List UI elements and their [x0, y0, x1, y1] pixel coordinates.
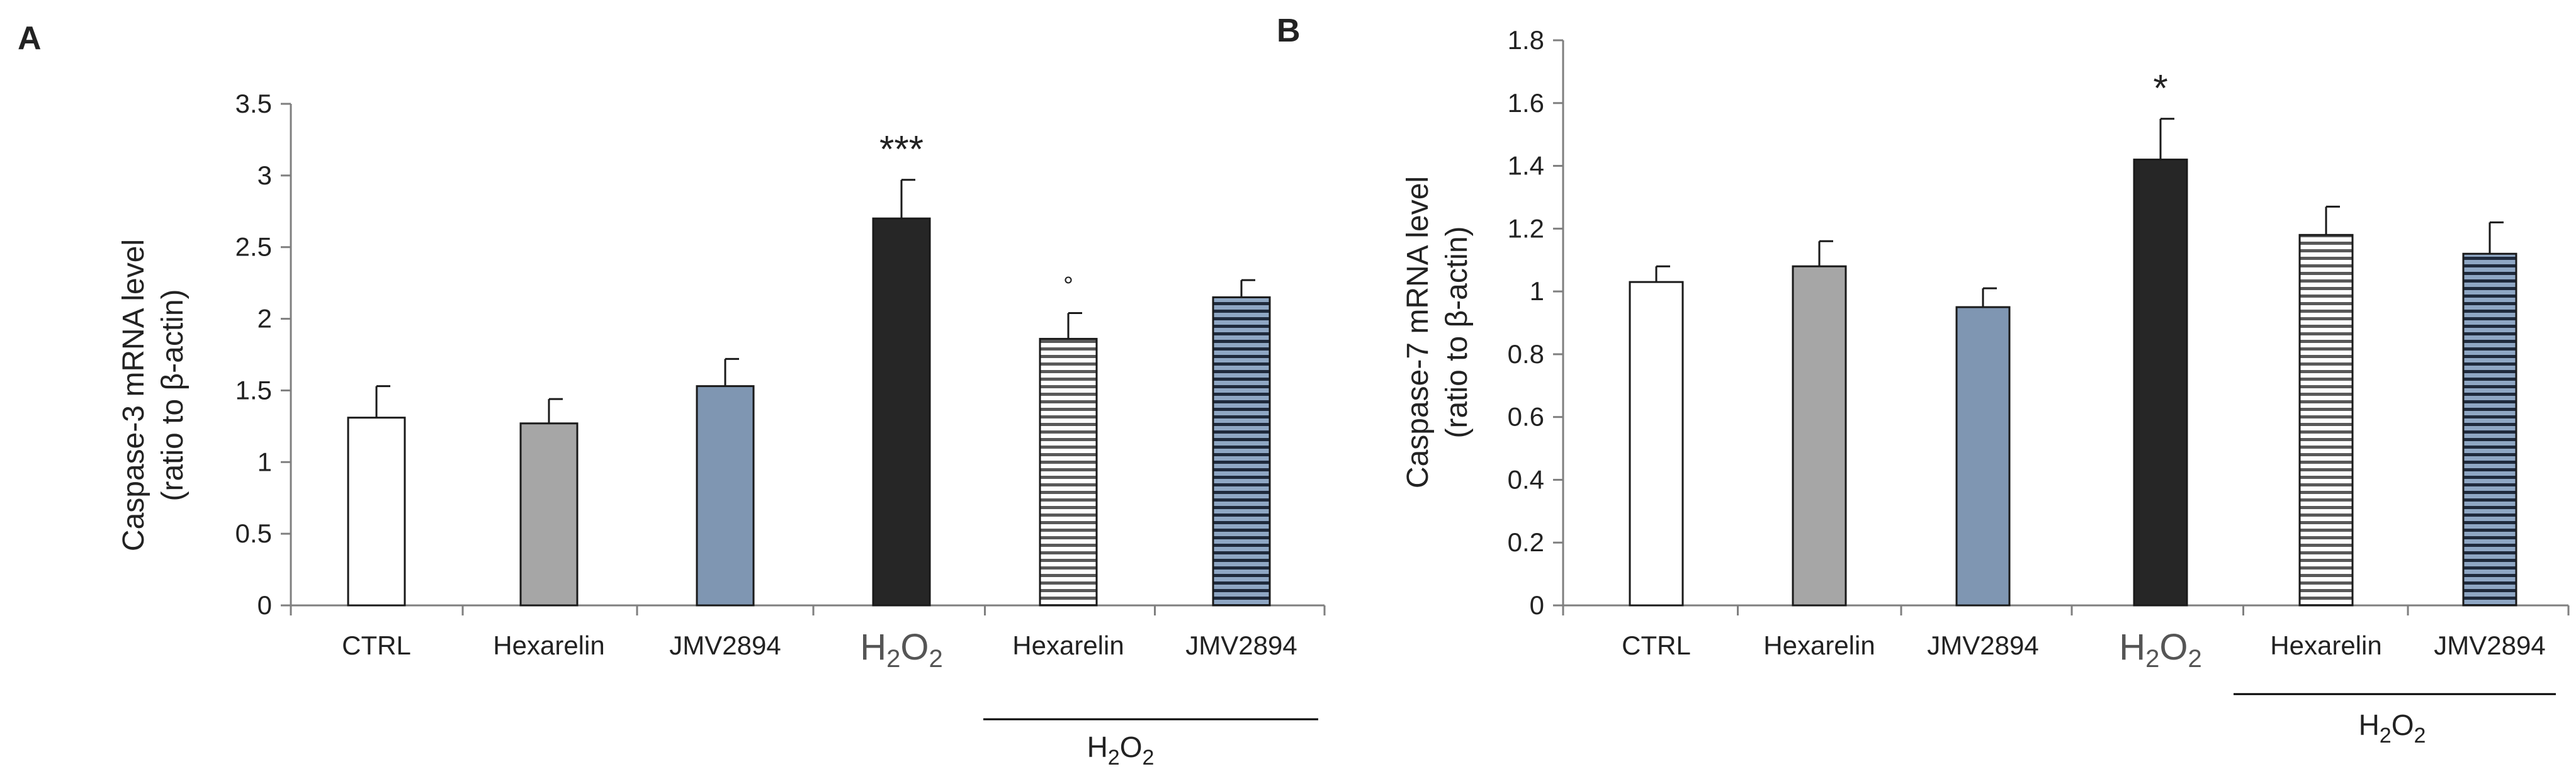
panel-b-h2o2-group-label: H2O2 — [2234, 693, 2556, 748]
significance-marker: *** — [879, 128, 924, 171]
y-tick-label: 0.8 — [1508, 339, 1544, 369]
bar — [1039, 337, 1098, 607]
bar — [1212, 296, 1271, 607]
significance-marker: ° — [1063, 272, 1073, 300]
category-label: JMV2894 — [2434, 631, 2545, 660]
y-tick-label: 0.6 — [1508, 402, 1544, 432]
category-label: CTRL — [1622, 631, 1691, 660]
panel-b-category-labels: CTRL Hexarelin JMV2894 H2O2 Hexarelin JMV2894 — [1622, 627, 2546, 673]
y-tick-label: 2.5 — [235, 232, 272, 262]
panel-a-h2o2-group-label: H2O2 — [983, 718, 1318, 769]
category-label: Hexarelin — [1763, 631, 1875, 660]
y-tick-label: 0.5 — [235, 519, 272, 548]
panel-a-ylabel-line1: Caspase-3 mRNA level — [117, 239, 150, 551]
y-tick-label: 2 — [257, 304, 272, 334]
significance-marker: * — [2153, 67, 2167, 109]
panel-a-letter: A — [18, 20, 42, 57]
svg-text:H2O2: H2O2 — [1087, 731, 1155, 769]
panel-b-axes: 0 0.2 0.4 0.6 0.8 1 1.2 1.4 1.6 1.8 — [1508, 25, 2570, 620]
bar — [1955, 306, 2011, 607]
category-label: JMV2894 — [1185, 631, 1297, 660]
bar — [696, 385, 755, 607]
bar — [2462, 252, 2517, 607]
bar — [872, 217, 931, 607]
y-tick-label: 1.5 — [235, 375, 272, 405]
category-label: Hexarelin — [1012, 631, 1124, 660]
category-label: JMV2894 — [669, 631, 781, 660]
bar — [1792, 265, 1847, 607]
panel-b-ylabel-line2: (ratio to β-actin) — [1440, 226, 1474, 438]
panel-a-bars: *** ° — [347, 128, 1271, 607]
y-tick-label: 3.5 — [235, 89, 272, 118]
bar — [1629, 281, 1684, 607]
panel-a-category-labels: CTRL Hexarelin JMV2894 H2O2 Hexarelin JMV2894 — [342, 627, 1297, 673]
bar — [2133, 159, 2188, 607]
panel-b-bars: * — [1629, 67, 2517, 607]
y-tick-label: 0.2 — [1508, 527, 1544, 557]
bar — [2298, 233, 2354, 607]
y-tick-label: 1 — [257, 447, 272, 476]
panel-a-axes: 0 0.5 1 1.5 2 2.5 3 3.5 — [235, 89, 1326, 620]
category-label: H2O2 — [2119, 627, 2202, 673]
category-label: Hexarelin — [493, 631, 604, 660]
panel-b-caspase-7: B Caspase-7 mRNA level (ratio to β-actin… — [1277, 13, 2570, 748]
category-label: H2O2 — [860, 627, 943, 673]
y-tick-label: 0.4 — [1508, 464, 1544, 494]
y-tick-label: 1.8 — [1508, 25, 1544, 55]
y-tick-label: 1.4 — [1508, 151, 1544, 181]
bar — [347, 417, 406, 607]
category-label: Hexarelin — [2270, 631, 2381, 660]
panel-a-ylabel-line2: (ratio to β-actin) — [156, 289, 189, 501]
svg-text:H2O2: H2O2 — [2359, 709, 2426, 748]
panel-b-letter: B — [1277, 13, 1301, 49]
y-tick-label: 3 — [257, 160, 272, 190]
panel-a-caspase-3: A Caspase-3 mRNA level (ratio to β-actin… — [18, 20, 1326, 769]
category-label: JMV2894 — [1927, 631, 2038, 660]
y-tick-label: 1.2 — [1508, 213, 1544, 243]
bar — [519, 422, 579, 607]
y-tick-label: 1 — [1530, 276, 1544, 306]
y-tick-label: 0 — [1530, 590, 1544, 620]
category-label: CTRL — [342, 631, 411, 660]
y-tick-label: 1.6 — [1508, 88, 1544, 118]
y-tick-label: 0 — [257, 590, 272, 620]
panel-b-ylabel-line1: Caspase-7 mRNA level — [1401, 176, 1435, 488]
